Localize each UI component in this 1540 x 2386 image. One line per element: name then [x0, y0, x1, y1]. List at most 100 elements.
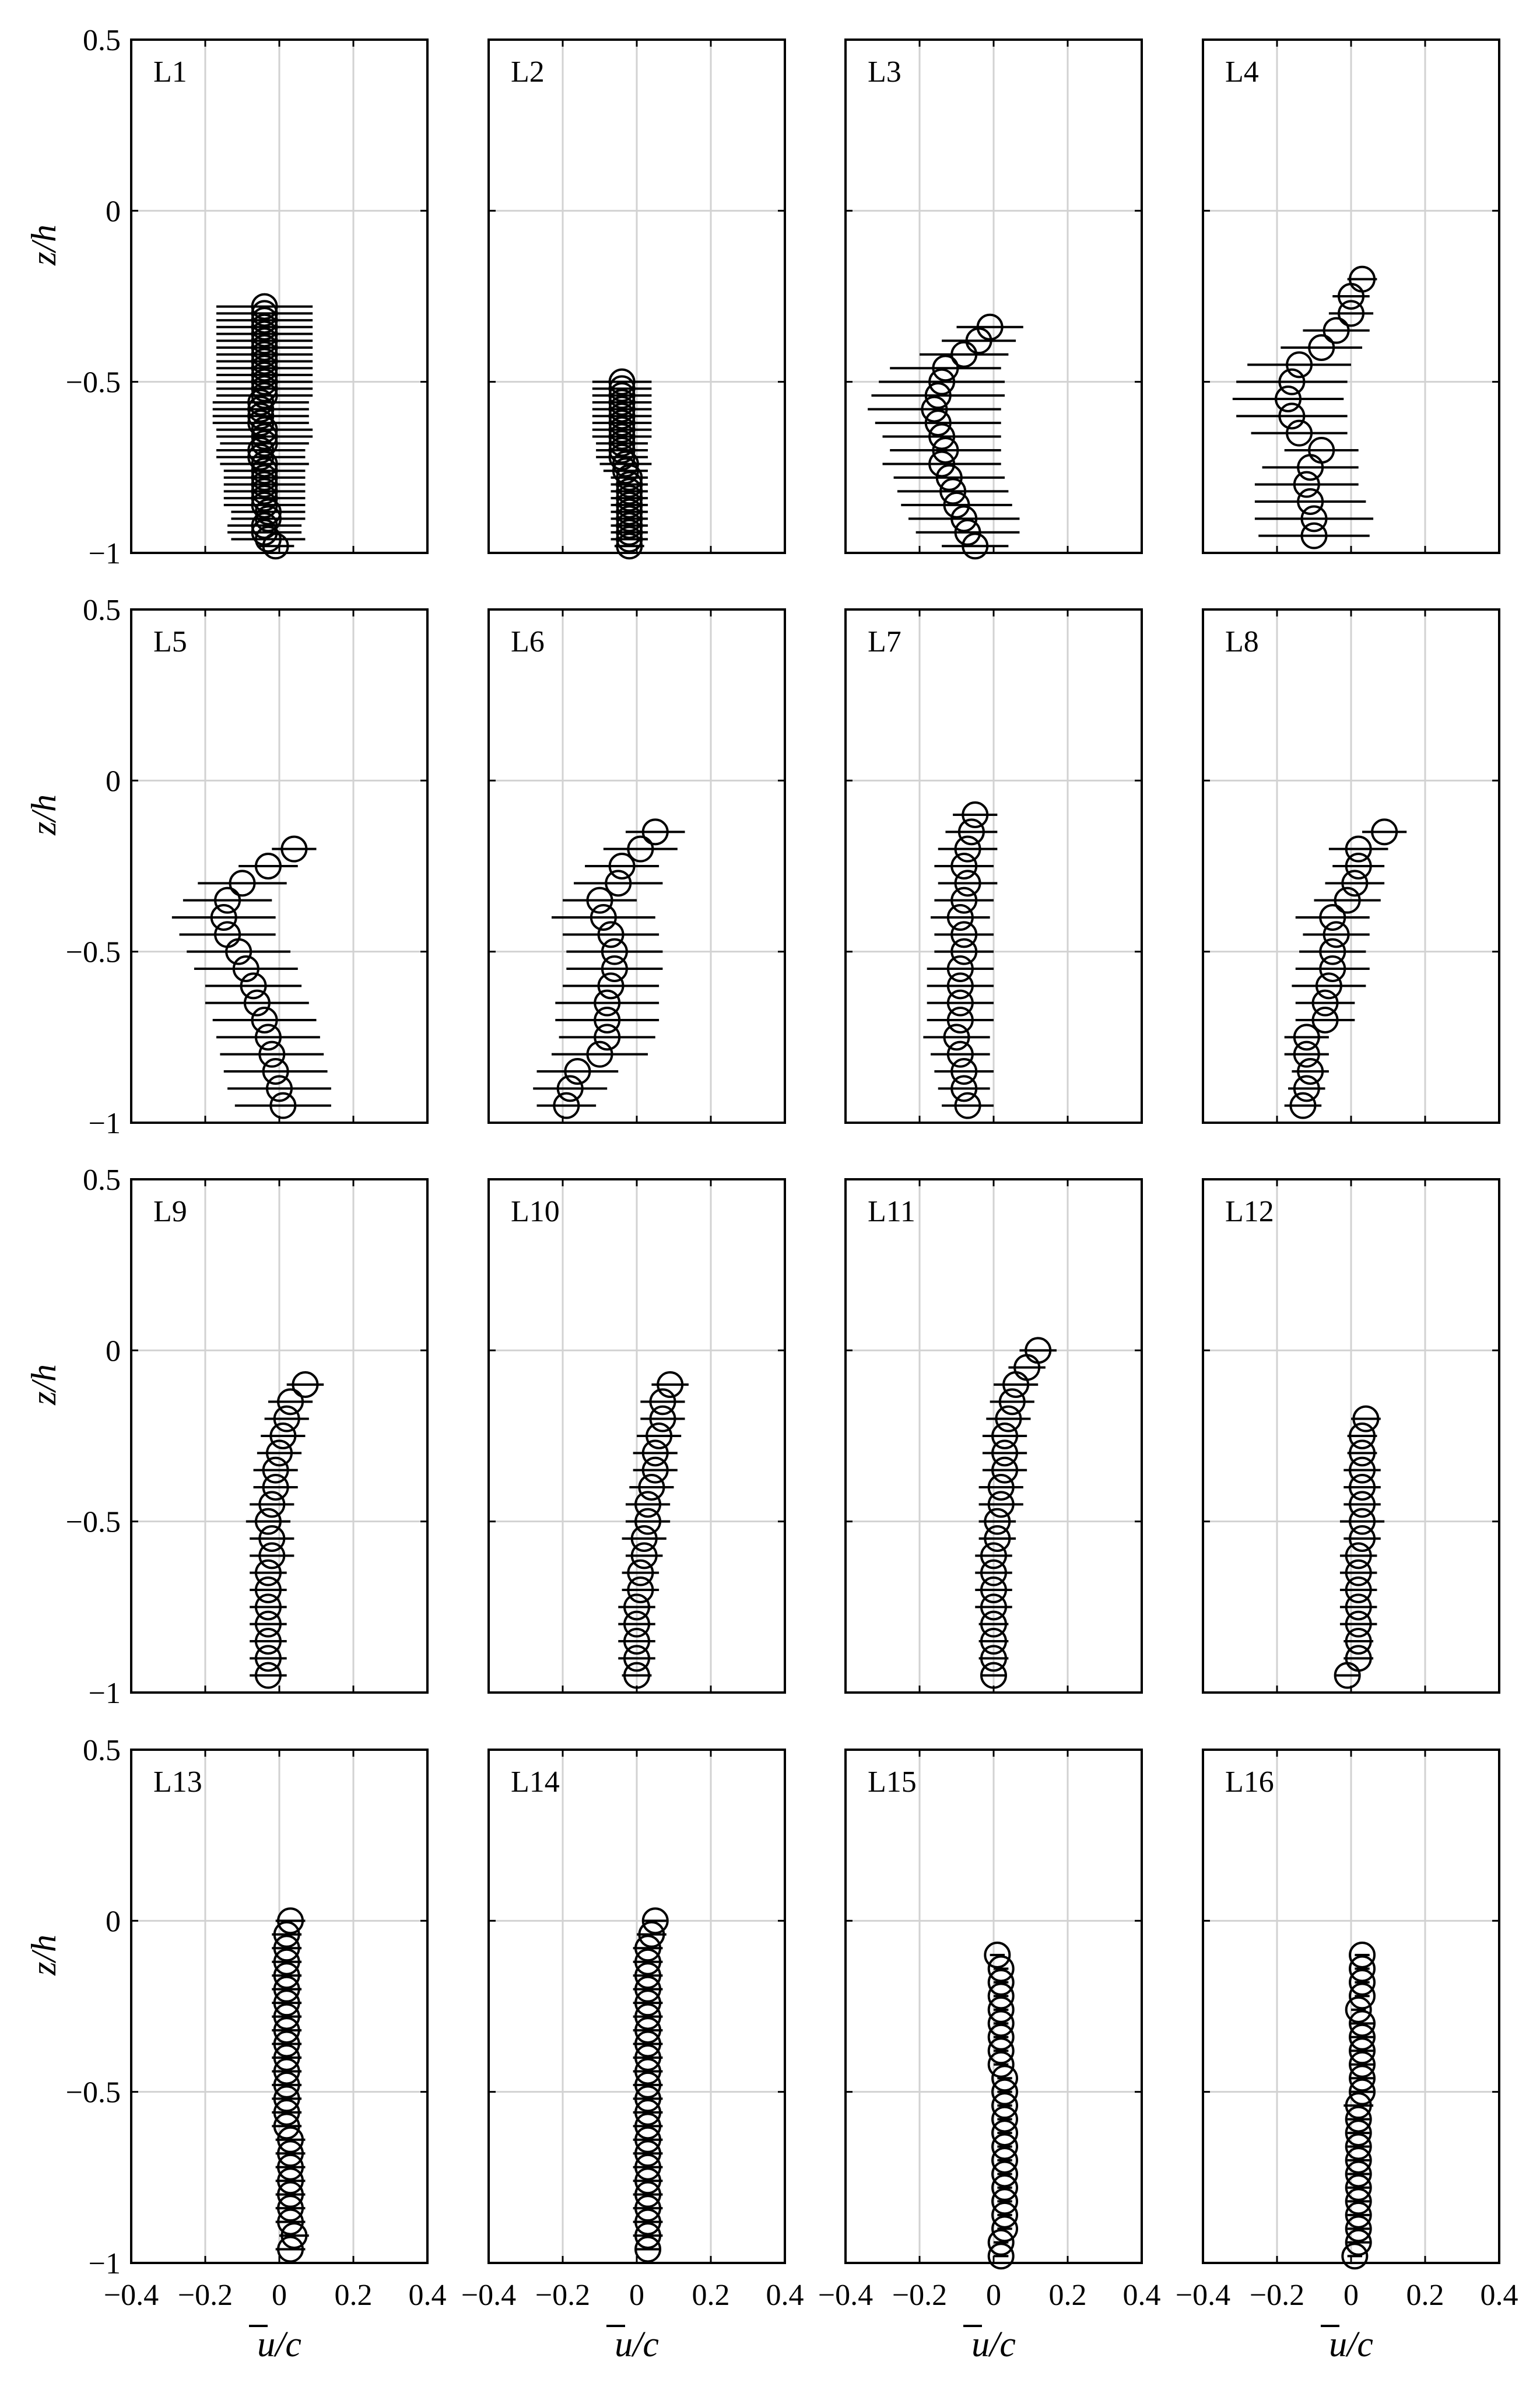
y-tick-label: −1: [89, 1677, 121, 1710]
data-point: [273, 2071, 300, 2098]
data-point: [980, 1593, 1007, 1621]
data-point: [608, 395, 636, 423]
data-point: [1345, 1542, 1372, 1569]
data-point: [641, 1439, 669, 1467]
data-point: [273, 1405, 300, 1432]
data-point: [1349, 1955, 1376, 1982]
data-point: [1345, 835, 1372, 863]
data-point: [623, 1610, 650, 1638]
data-point: [954, 518, 981, 546]
data-point: [980, 1645, 1007, 1672]
data-point: [262, 1058, 289, 1085]
panel-l3: L3: [844, 38, 1143, 560]
data-point: [634, 2167, 662, 2195]
data-point: [991, 2215, 1019, 2243]
data-point: [935, 464, 963, 491]
data-point: [987, 1996, 1015, 2023]
data-series: [272, 1907, 309, 2263]
data-point: [980, 1542, 1007, 1569]
data-point: [612, 457, 639, 485]
data-point: [634, 1491, 662, 1518]
data-point: [1286, 419, 1313, 447]
data-point: [634, 2044, 662, 2071]
data-point: [254, 1024, 282, 1051]
data-point: [962, 801, 989, 828]
data-point: [273, 2017, 300, 2044]
panel-label: L13: [153, 1765, 202, 1799]
data-point: [273, 2044, 300, 2071]
data-point: [1352, 1405, 1380, 1432]
data-series: [1334, 1405, 1385, 1689]
panel-label: L4: [1225, 55, 1259, 89]
data-series: [212, 293, 313, 560]
data-point: [594, 989, 621, 1017]
y-axis-label: z/h: [24, 1364, 63, 1406]
panel-label: L6: [511, 625, 545, 658]
data-point: [251, 341, 278, 368]
data-point: [1300, 505, 1328, 532]
data-point: [1345, 2147, 1372, 2174]
data-series: [618, 1371, 689, 1689]
data-point: [273, 2085, 300, 2112]
data-point: [594, 1024, 621, 1051]
data-point: [273, 1989, 300, 2017]
data-point: [1345, 2188, 1372, 2215]
data-point: [1371, 818, 1398, 846]
data-series: [245, 1371, 324, 1689]
data-point: [616, 498, 643, 525]
data-point: [608, 423, 636, 450]
data-point: [251, 334, 278, 361]
data-point: [1322, 921, 1350, 948]
data-point: [269, 1423, 297, 1449]
x-tick-label: −0.2: [1250, 2279, 1304, 2312]
data-point: [641, 818, 669, 846]
data-point: [608, 368, 636, 395]
data-point: [280, 2222, 308, 2250]
data-point: [273, 2098, 300, 2126]
data-point: [273, 2003, 300, 2030]
data-point: [266, 1439, 293, 1467]
x-tick-label: −0.4: [461, 2279, 516, 2312]
data-point: [612, 450, 639, 478]
data-point: [634, 2071, 662, 2098]
x-tick-label: 0.2: [1049, 2279, 1087, 2312]
panel-l16: L16 −0.4 −0.2 0 0.2 0.4: [1176, 1749, 1518, 2312]
data-point: [254, 1645, 282, 1672]
data-point: [954, 835, 981, 863]
data-point: [924, 409, 952, 437]
x-axis-label: u/c: [971, 2325, 1016, 2364]
data-point: [623, 1593, 650, 1621]
y-tick-label: 0: [106, 195, 121, 228]
panel-l13: L13 0.5 0 −0.5 −1−0.4 −0.2 0 0.2 0.4: [66, 1734, 447, 2312]
y-tick-label: −1: [89, 537, 121, 570]
panel-l2: L2: [487, 38, 786, 560]
data-point: [641, 1907, 669, 1935]
data-point: [254, 505, 282, 532]
x-tick-label: 0.2: [1406, 2279, 1444, 2312]
data-point: [277, 2140, 304, 2167]
data-point: [1349, 2010, 1376, 2037]
x-tick-label: −0.4: [1176, 2279, 1230, 2312]
data-point: [1002, 1371, 1030, 1398]
data-point: [991, 1423, 1019, 1449]
x-tick-label: 0.2: [335, 2279, 373, 2312]
panel-l12: L12: [1202, 1178, 1500, 1694]
data-point: [1345, 2092, 1372, 2119]
panel-l6: L6: [487, 608, 786, 1124]
data-point: [601, 955, 628, 982]
data-point: [634, 1508, 662, 1535]
data-point: [247, 409, 275, 437]
y-tick-label: 0: [106, 765, 121, 798]
data-point: [254, 1662, 282, 1689]
data-point: [995, 1405, 1022, 1432]
data-point: [1349, 1491, 1376, 1518]
data-point: [251, 375, 278, 402]
panel-label: L11: [868, 1195, 915, 1228]
data-point: [1349, 1456, 1376, 1484]
data-point: [251, 416, 278, 443]
y-tick-label: 0.5: [83, 1164, 121, 1197]
panels-layer: L1 0.5 0 −0.5 −1 L2 L3 L4 L5 0.5 0 −0.5 −1 L6 L7 L8 L9 0.…: [66, 24, 1518, 2312]
data-point: [564, 1058, 591, 1085]
data-point: [251, 1007, 278, 1033]
data-point: [991, 2092, 1019, 2119]
